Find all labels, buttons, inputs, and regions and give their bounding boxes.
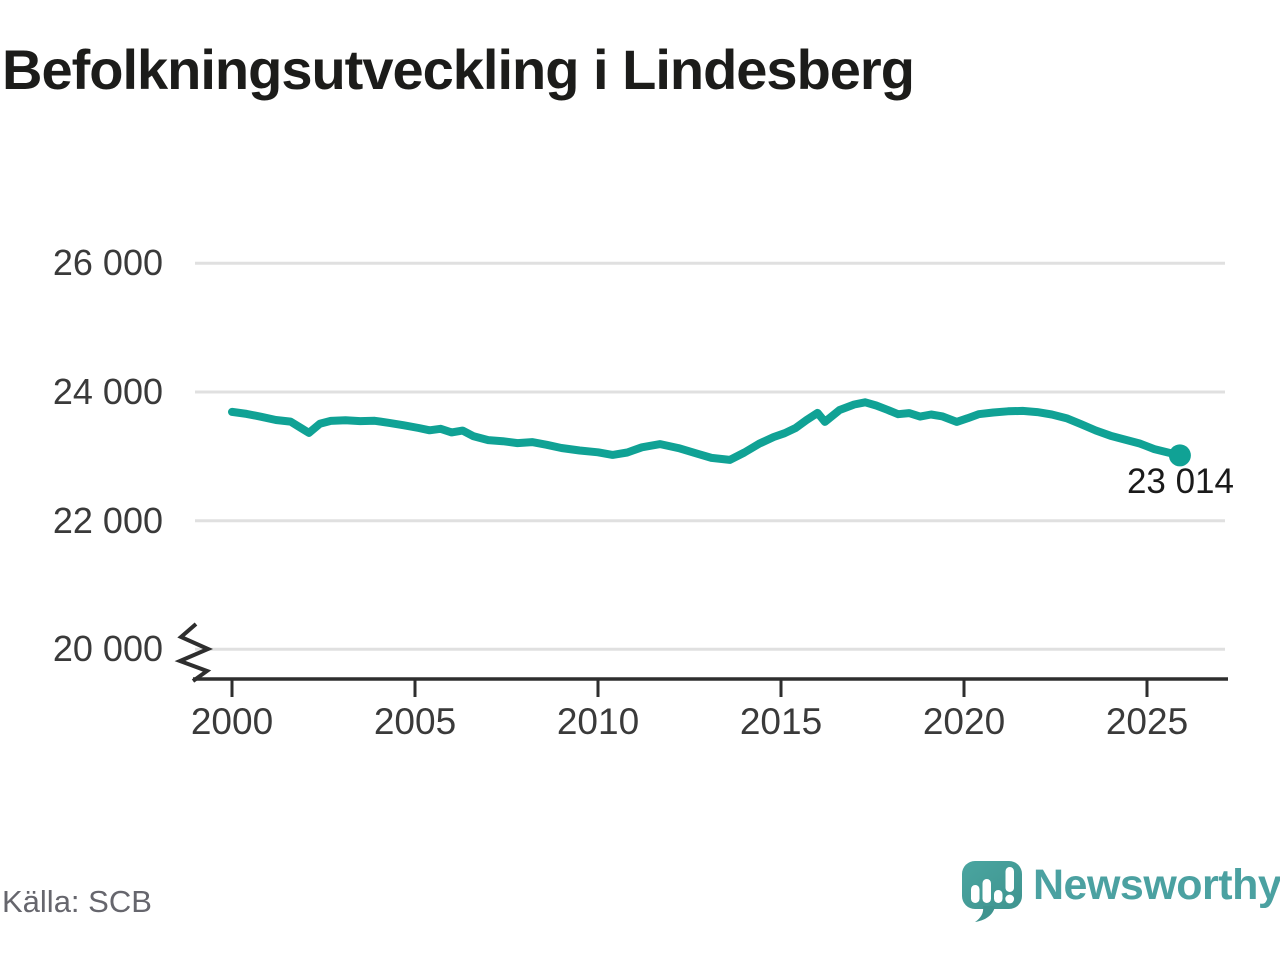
newsworthy-wordmark: Newsworthy: [1033, 861, 1280, 909]
x-tick-label-2015: 2015: [739, 701, 823, 742]
last-value-label: 23 014: [1126, 462, 1234, 501]
chart-title: Befolkningsutveckling i Lindesberg: [2, 38, 915, 101]
y-tick-label-22000: 22 000: [52, 500, 163, 541]
x-tick-label-2005: 2005: [373, 701, 457, 742]
x-tick-label-2000: 2000: [190, 701, 274, 742]
x-tick-label-2025: 2025: [1105, 701, 1189, 742]
x-tick-label-2020: 2020: [922, 701, 1006, 742]
y-tick-label-26000: 26 000: [52, 242, 163, 283]
y-tick-label-24000: 24 000: [52, 371, 163, 412]
newsworthy-logo: Newsworthy: [961, 858, 1280, 929]
source-note: Källa: SCB: [2, 884, 152, 919]
x-tick-label-2010: 2010: [556, 701, 640, 742]
newsworthy-speech-bubble-chart-icon: [961, 858, 1025, 929]
y-tick-label-20000: 20 000: [52, 628, 163, 669]
